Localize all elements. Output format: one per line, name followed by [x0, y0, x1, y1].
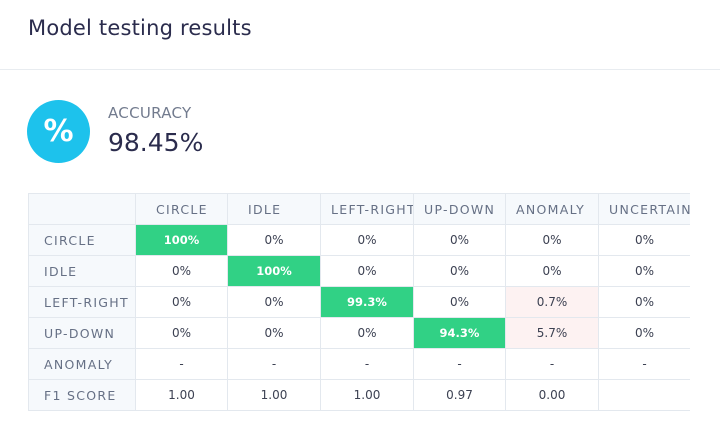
matrix-cell: 0% [320, 255, 414, 287]
f1-score-cell: 0.00 [505, 379, 599, 411]
column-header: CIRCLE [135, 193, 228, 225]
matrix-cell: 0% [135, 286, 228, 318]
matrix-corner-cell [28, 193, 136, 225]
matrix-cell: 0% [413, 224, 506, 256]
row-header: CIRCLE [28, 224, 136, 256]
confusion-matrix: CIRCLE IDLE LEFT-RIGHT UP-DOWN ANOMALY U… [28, 193, 690, 413]
page-header: Model testing results [0, 0, 720, 70]
matrix-cell: 0% [505, 224, 599, 256]
matrix-cell: 100% [135, 224, 228, 256]
row-header: IDLE [28, 255, 136, 287]
matrix-cell: - [413, 348, 506, 380]
matrix-cell: 94.3% [413, 317, 506, 349]
f1-score-cell: 1.00 [135, 379, 228, 411]
matrix-cell: 0% [413, 286, 506, 318]
matrix-cell: - [320, 348, 414, 380]
matrix-cell: 0% [135, 317, 228, 349]
matrix-cell: - [598, 348, 690, 380]
row-header: LEFT-RIGHT [28, 286, 136, 318]
column-header: IDLE [227, 193, 321, 225]
confusion-matrix-table: CIRCLE IDLE LEFT-RIGHT UP-DOWN ANOMALY U… [28, 193, 690, 411]
matrix-row: CIRCLE 100% 0% 0% 0% 0% 0% [28, 224, 690, 256]
column-header: UNCERTAIN [598, 193, 690, 225]
matrix-header-row: CIRCLE IDLE LEFT-RIGHT UP-DOWN ANOMALY U… [28, 193, 690, 225]
matrix-cell: 0% [227, 224, 321, 256]
matrix-row: LEFT-RIGHT 0% 0% 99.3% 0% 0.7% 0% [28, 286, 690, 318]
matrix-cell: 99.3% [320, 286, 414, 318]
matrix-cell: 0% [227, 286, 321, 318]
column-header: LEFT-RIGHT [320, 193, 414, 225]
matrix-cell: 0% [227, 317, 321, 349]
f1-score-cell [598, 379, 690, 411]
matrix-cell: 0% [598, 317, 690, 349]
row-header: F1 SCORE [28, 379, 136, 411]
matrix-cell: 5.7% [505, 317, 599, 349]
matrix-cell: 0% [598, 255, 690, 287]
f1-score-cell: 1.00 [320, 379, 414, 411]
matrix-cell: - [505, 348, 599, 380]
row-header: ANOMALY [28, 348, 136, 380]
page-title: Model testing results [28, 16, 252, 40]
matrix-cell: 100% [227, 255, 321, 287]
row-header: UP-DOWN [28, 317, 136, 349]
f1-score-cell: 1.00 [227, 379, 321, 411]
f1-score-cell: 0.97 [413, 379, 506, 411]
accuracy-value: 98.45% [108, 128, 204, 157]
matrix-cell: 0% [135, 255, 228, 287]
matrix-cell: - [135, 348, 228, 380]
matrix-cell: 0% [413, 255, 506, 287]
matrix-row: IDLE 0% 100% 0% 0% 0% 0% [28, 255, 690, 287]
matrix-row: ANOMALY - - - - - - [28, 348, 690, 380]
matrix-cell: 0.7% [505, 286, 599, 318]
matrix-row: UP-DOWN 0% 0% 0% 94.3% 5.7% 0% [28, 317, 690, 349]
column-header: ANOMALY [505, 193, 599, 225]
column-header: UP-DOWN [413, 193, 506, 225]
percent-icon: % [27, 100, 90, 163]
matrix-cell: - [227, 348, 321, 380]
matrix-cell: 0% [598, 286, 690, 318]
matrix-cell: 0% [320, 317, 414, 349]
accuracy-label: ACCURACY [108, 104, 192, 122]
matrix-cell: 0% [598, 224, 690, 256]
matrix-cell: 0% [320, 224, 414, 256]
matrix-cell: 0% [505, 255, 599, 287]
f1-score-row: F1 SCORE 1.00 1.00 1.00 0.97 0.00 [28, 379, 690, 411]
